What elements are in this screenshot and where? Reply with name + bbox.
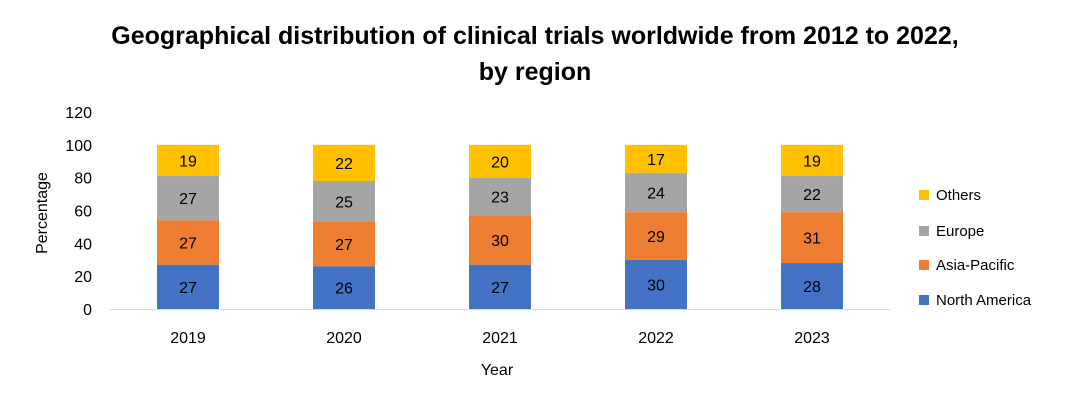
bar-segment bbox=[625, 212, 687, 260]
data-label: 25 bbox=[335, 194, 353, 211]
data-label: 19 bbox=[803, 153, 821, 170]
data-label: 28 bbox=[803, 279, 821, 296]
bar-segment bbox=[313, 144, 375, 181]
legend-swatch bbox=[919, 260, 929, 270]
x-axis-ticks: 2019 2020 2021 2022 2023 bbox=[170, 330, 830, 347]
legend-swatch bbox=[919, 190, 929, 200]
data-label: 22 bbox=[335, 156, 353, 173]
data-label: 19 bbox=[179, 153, 197, 170]
y-tick-label: 120 bbox=[65, 105, 92, 122]
bar-segment bbox=[781, 212, 843, 264]
bar-segment bbox=[313, 180, 375, 222]
y-tick-label: 40 bbox=[74, 236, 92, 253]
bar-segment bbox=[781, 263, 843, 309]
bars: 27 27 27 19 26 27 25 22 27 30 23 20 30 29 24 17 28 31 22 19 bbox=[157, 144, 843, 309]
data-label: 22 bbox=[803, 187, 821, 204]
bar-segment bbox=[781, 144, 843, 177]
data-label: 27 bbox=[179, 236, 197, 253]
legend-label: North America bbox=[936, 292, 1032, 309]
bar-segment bbox=[469, 177, 531, 216]
bar-segment bbox=[469, 215, 531, 265]
bar-segment bbox=[625, 259, 687, 309]
data-label: 31 bbox=[803, 231, 821, 248]
legend-label: Asia-Pacific bbox=[936, 257, 1015, 274]
y-tick-label: 0 bbox=[83, 302, 92, 319]
data-label: 30 bbox=[647, 277, 665, 294]
x-tick-label: 2022 bbox=[638, 330, 674, 347]
y-tick-label: 100 bbox=[65, 138, 92, 155]
y-tick-label: 20 bbox=[74, 269, 92, 286]
bar-segment bbox=[157, 176, 219, 221]
data-label: 17 bbox=[647, 152, 665, 169]
bar-segment bbox=[469, 264, 531, 309]
bar-segment bbox=[313, 221, 375, 267]
data-label: 26 bbox=[335, 281, 353, 298]
bar-segment bbox=[625, 172, 687, 213]
data-label: 27 bbox=[179, 280, 197, 297]
bar-segment bbox=[313, 266, 375, 309]
x-tick-label: 2020 bbox=[326, 330, 362, 347]
y-axis-ticks: 0 20 40 60 80 100 120 bbox=[65, 105, 92, 319]
data-label: 23 bbox=[491, 190, 509, 207]
x-tick-label: 2023 bbox=[794, 330, 830, 347]
y-axis-label: Percentage bbox=[34, 172, 51, 254]
bar-segment bbox=[469, 144, 531, 178]
legend-swatch bbox=[919, 295, 929, 305]
data-label: 27 bbox=[491, 280, 509, 297]
legend-label: Europe bbox=[936, 223, 984, 240]
data-label: 27 bbox=[335, 237, 353, 254]
bar-segment bbox=[157, 144, 219, 177]
legend-label: Others bbox=[936, 187, 981, 204]
bar-segment bbox=[157, 264, 219, 309]
data-label: 20 bbox=[491, 154, 509, 171]
bar-segment bbox=[781, 176, 843, 213]
x-tick-label: 2019 bbox=[170, 330, 206, 347]
data-label: 27 bbox=[179, 191, 197, 208]
legend: Others Europe Asia-Pacific North America bbox=[919, 187, 1032, 309]
x-axis-label: Year bbox=[481, 362, 514, 379]
legend-swatch bbox=[919, 226, 929, 236]
y-tick-label: 60 bbox=[74, 204, 92, 221]
data-label: 29 bbox=[647, 229, 665, 246]
y-tick-label: 80 bbox=[74, 171, 92, 188]
data-label: 24 bbox=[647, 185, 665, 202]
data-label: 30 bbox=[491, 233, 509, 250]
x-tick-label: 2021 bbox=[482, 330, 518, 347]
chart-title: Geographical distribution of clinical tr… bbox=[111, 22, 959, 86]
bar-segment bbox=[625, 144, 687, 173]
bar-segment bbox=[157, 220, 219, 265]
